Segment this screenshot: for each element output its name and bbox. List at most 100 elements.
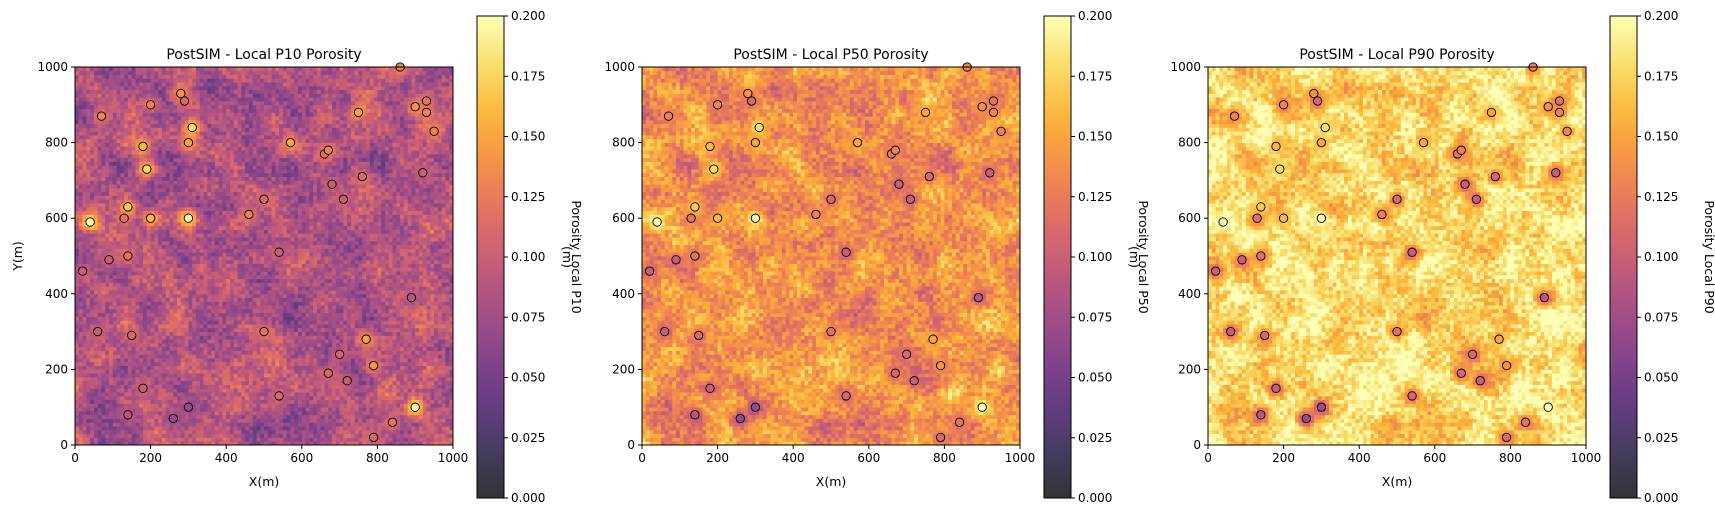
heatmap-cell [335, 395, 340, 401]
heatmap-cell [358, 293, 363, 298]
heatmap-cell [127, 384, 133, 389]
heatmap-cell [245, 429, 250, 435]
heatmap-cell [381, 286, 386, 291]
heatmap-cell [207, 267, 212, 272]
heatmap-cell [422, 312, 427, 317]
heatmap-cell [343, 267, 348, 272]
heatmap-cell [135, 278, 140, 283]
heatmap-cell [282, 422, 288, 427]
heatmap-cell [384, 354, 390, 359]
heatmap-cell [105, 373, 110, 378]
heatmap-cell [275, 361, 280, 367]
heatmap-cell [203, 376, 208, 382]
heatmap-cell [158, 410, 163, 416]
heatmap-cell [109, 433, 114, 438]
heatmap-cell [396, 267, 401, 272]
heatmap-cell [252, 316, 257, 321]
heatmap-cell [226, 369, 231, 374]
heatmap-cell [384, 263, 390, 268]
heatmap-cell [161, 399, 167, 404]
heatmap-cell [343, 388, 348, 393]
heatmap-cell [256, 399, 261, 404]
heatmap-cell [434, 335, 439, 340]
heatmap-cell [252, 422, 257, 427]
heatmap-cell [347, 358, 352, 363]
heatmap-cell [127, 399, 133, 404]
heatmap-cell [384, 324, 390, 329]
heatmap-cell [226, 263, 231, 268]
heatmap-cell [418, 358, 424, 363]
heatmap-cell [264, 399, 269, 404]
heatmap-cell [93, 388, 99, 393]
heatmap-cell [241, 361, 246, 367]
heatmap-cell [275, 373, 280, 378]
heatmap-cell [124, 327, 129, 332]
heatmap-cell [388, 331, 393, 336]
heatmap-cell [226, 316, 231, 321]
heatmap-cell [97, 301, 102, 306]
heatmap-cell [195, 403, 201, 408]
heatmap-cell [184, 384, 189, 389]
heatmap-cell [271, 308, 276, 314]
heatmap-cell [146, 331, 151, 336]
heatmap-cell [313, 286, 318, 291]
heatmap-cell [332, 395, 337, 401]
heatmap-cell [229, 331, 235, 336]
heatmap-cell [335, 426, 340, 431]
heatmap-cell [328, 392, 333, 397]
heatmap-cell [184, 380, 189, 385]
heatmap-cell [116, 331, 121, 336]
heatmap-cell [188, 324, 193, 329]
heatmap-cell [109, 301, 114, 306]
heatmap-cell [252, 433, 257, 438]
heatmap-cell [369, 297, 375, 302]
heatmap-cell [437, 437, 443, 442]
heatmap-cell [169, 271, 174, 276]
heatmap-cell [214, 376, 220, 382]
heatmap-cell [320, 274, 325, 280]
heatmap-cell [362, 271, 367, 276]
heatmap-cell [161, 395, 167, 401]
heatmap-cell [354, 335, 359, 340]
heatmap-cell [275, 271, 280, 276]
heatmap-cell [316, 410, 322, 416]
heatmap-cell [218, 376, 223, 382]
heatmap-cell [320, 297, 325, 302]
heatmap-cell [105, 433, 110, 438]
heatmap-cell [434, 297, 439, 302]
heatmap-cell [93, 301, 99, 306]
heatmap-cell [109, 418, 114, 423]
heatmap-cell [86, 376, 91, 382]
heatmap-cell [173, 297, 178, 302]
heatmap-cell [211, 365, 216, 370]
heatmap-cell [97, 384, 102, 389]
heatmap-cell [124, 422, 129, 427]
heatmap-cell [211, 324, 216, 329]
heatmap-cell [226, 278, 231, 283]
heatmap-cell [199, 350, 204, 355]
heatmap-cell [150, 339, 155, 344]
heatmap-cell [237, 327, 242, 332]
heatmap-cell [109, 365, 114, 370]
heatmap-cell [358, 324, 363, 329]
heatmap-cell [237, 293, 242, 298]
heatmap-cell [260, 308, 265, 314]
heatmap-cell [305, 282, 310, 287]
heatmap-cell [430, 320, 435, 325]
heatmap-cell [264, 259, 269, 264]
heatmap-cell [354, 286, 359, 291]
heatmap-cell [388, 259, 393, 264]
heatmap-cell [161, 286, 167, 291]
heatmap-cell [229, 361, 235, 367]
heatmap-cell [256, 361, 261, 367]
heatmap-cell [381, 256, 386, 261]
heatmap-cell [139, 282, 144, 287]
heatmap-cell [403, 286, 409, 291]
heatmap-cell [396, 331, 401, 336]
heatmap-cell [78, 358, 83, 363]
heatmap-cell [403, 316, 409, 321]
heatmap-cell [434, 263, 439, 268]
heatmap-cell [418, 267, 424, 272]
heatmap-cell [260, 407, 265, 412]
heatmap-cell [241, 324, 246, 329]
